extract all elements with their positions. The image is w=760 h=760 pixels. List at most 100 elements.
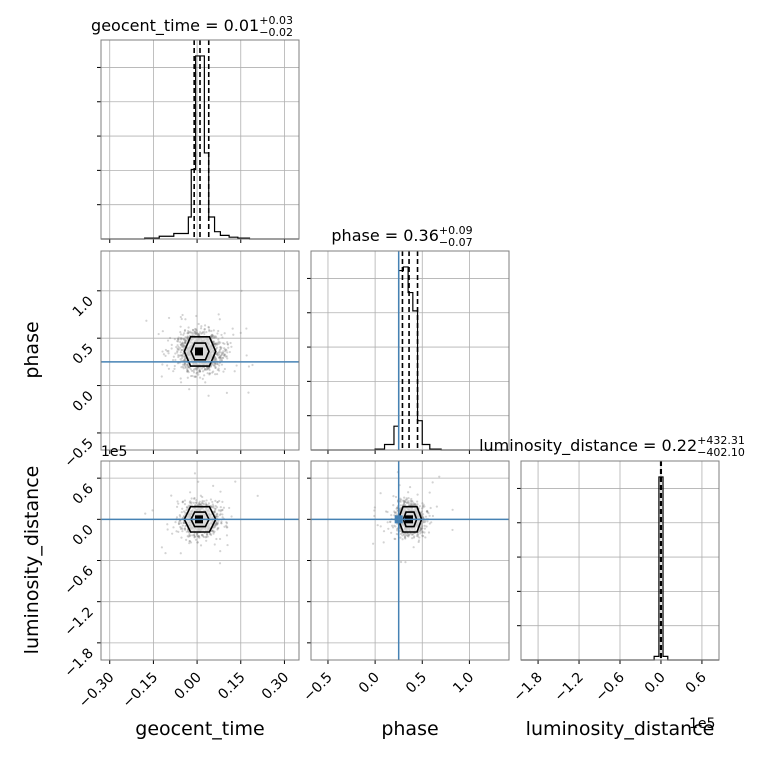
sample-point-2-0-592 [196, 534, 199, 537]
sample-point-2-0-729 [181, 501, 184, 504]
sample-point-2-1-847 [451, 508, 454, 511]
sample-point-2-0-339 [214, 523, 217, 527]
y-tick-label-luminosity_distance-0: −1.8 [61, 645, 96, 680]
sample-point-1-0-875 [209, 334, 212, 338]
sample-point-2-0-201 [181, 500, 185, 503]
sample-point-1-0-1343 [198, 370, 201, 373]
sample-point-2-0-814 [183, 527, 187, 530]
sample-point-2-0-388 [188, 542, 191, 545]
sample-point-1-0-1168 [207, 366, 210, 369]
sample-point-2-0-265 [256, 494, 259, 497]
sample-point-1-0-329 [219, 357, 222, 360]
sample-point-2-0-833 [199, 544, 203, 547]
sample-point-2-1-725 [402, 532, 405, 535]
sample-point-1-0-422 [181, 363, 185, 366]
sample-point-1-0-188 [181, 365, 185, 368]
sample-point-1-0-186 [245, 327, 248, 330]
sample-point-2-1-103 [396, 513, 399, 516]
sample-point-1-0-1323 [176, 348, 180, 351]
sample-point-2-0-321 [230, 515, 233, 518]
sample-point-2-0-552 [196, 541, 199, 544]
sample-point-1-0-560 [216, 341, 219, 344]
sample-point-2-0-489 [177, 522, 181, 526]
sample-point-1-0-1311 [204, 381, 207, 384]
sample-point-2-1-438 [394, 525, 397, 528]
sample-point-2-1-44 [395, 507, 398, 510]
sample-point-1-0-1398 [185, 336, 188, 339]
sample-point-1-0-685 [174, 352, 177, 355]
sample-point-2-0-359 [192, 534, 196, 537]
sample-point-1-0-1378 [194, 332, 197, 335]
sample-point-2-1-297 [420, 525, 424, 528]
sample-point-1-0-952 [183, 362, 187, 366]
sample-point-2-0-670 [175, 505, 179, 508]
sample-point-2-1-12 [426, 509, 429, 513]
sample-point-1-0-448 [173, 364, 176, 368]
sample-point-1-0-366 [196, 366, 200, 369]
sample-point-1-0-481 [184, 341, 187, 344]
sample-point-2-0-384 [209, 533, 213, 537]
sample-point-2-0-397 [216, 501, 219, 504]
sample-point-1-0-1362 [223, 367, 226, 371]
sample-point-2-0-94 [205, 504, 208, 507]
sample-point-2-0-484 [228, 506, 231, 510]
title-plus-luminosity_distance: +432.31 [697, 434, 745, 447]
sample-point-1-0-691 [217, 342, 221, 345]
sample-point-1-0-130 [186, 332, 189, 335]
sample-point-2-0-243 [205, 499, 208, 502]
sample-point-2-0-722 [164, 552, 167, 555]
sample-point-2-1-19 [402, 500, 405, 503]
sample-point-1-0-859 [184, 336, 187, 339]
sample-point-1-0-996 [197, 369, 201, 372]
x-tick-label-geocent_time-3: 0.15 [215, 670, 248, 703]
sample-point-2-1-563 [421, 526, 424, 530]
sample-point-1-0-589 [247, 391, 250, 394]
sample-point-2-1-821 [399, 536, 402, 539]
sample-point-2-0-759 [204, 502, 208, 505]
sample-point-2-1-336 [421, 502, 424, 505]
sample-point-1-0-460 [217, 340, 221, 344]
sample-point-2-1-743 [403, 501, 406, 504]
sample-point-1-0-1310 [214, 342, 217, 345]
sample-point-2-1-89 [386, 521, 389, 524]
sample-point-1-0-867 [220, 333, 223, 337]
sample-point-1-0-1289 [208, 368, 211, 372]
sample-point-1-0-787 [198, 331, 202, 334]
title-minus-phase: −0.07 [439, 236, 473, 249]
sample-point-1-0-264 [167, 316, 171, 320]
sample-point-2-1-423 [395, 532, 398, 536]
sample-point-2-0-644 [215, 523, 219, 526]
y-axis-label-phase: phase [21, 321, 43, 378]
x-tick-label-geocent_time-2: 0.00 [172, 670, 205, 703]
sample-point-2-0-156 [188, 534, 191, 537]
density-peak-1-0 [195, 347, 203, 356]
sample-point-2-1-253 [393, 511, 397, 514]
sample-point-1-0-855 [187, 366, 190, 369]
sample-point-2-1-95 [411, 532, 414, 535]
sample-point-2-0-426 [144, 512, 147, 515]
sample-point-1-0-53 [251, 363, 254, 367]
sample-point-2-1-733 [418, 505, 422, 508]
sample-point-1-0-166 [198, 370, 202, 373]
sample-point-1-0-241 [174, 358, 177, 362]
sample-point-1-0-252 [183, 358, 186, 362]
sample-point-2-0-37 [209, 532, 212, 535]
panel-border-1-0 [100, 250, 300, 451]
sample-point-2-1-255 [425, 510, 429, 513]
sample-point-1-0-1187 [193, 375, 196, 378]
sample-point-1-0-760 [203, 368, 206, 372]
sample-point-2-1-837 [390, 514, 393, 517]
sample-point-2-1-827 [404, 537, 407, 540]
sample-point-2-1-119 [405, 501, 409, 505]
sample-point-1-0-436 [183, 344, 187, 348]
sample-point-1-0-380 [224, 348, 227, 351]
sample-point-2-1-93 [390, 531, 393, 534]
sample-point-2-1-495 [413, 503, 416, 506]
y-tick-label-phase-1: 0.0 [70, 388, 97, 415]
sample-point-1-0-90 [197, 371, 200, 374]
sample-point-2-0-710 [213, 507, 217, 510]
sample-point-2-1-656 [391, 524, 394, 527]
x-tick-label-phase-3: 1.0 [450, 670, 477, 697]
sample-point-2-1-620 [407, 502, 411, 505]
sample-point-1-0-681 [145, 319, 148, 322]
